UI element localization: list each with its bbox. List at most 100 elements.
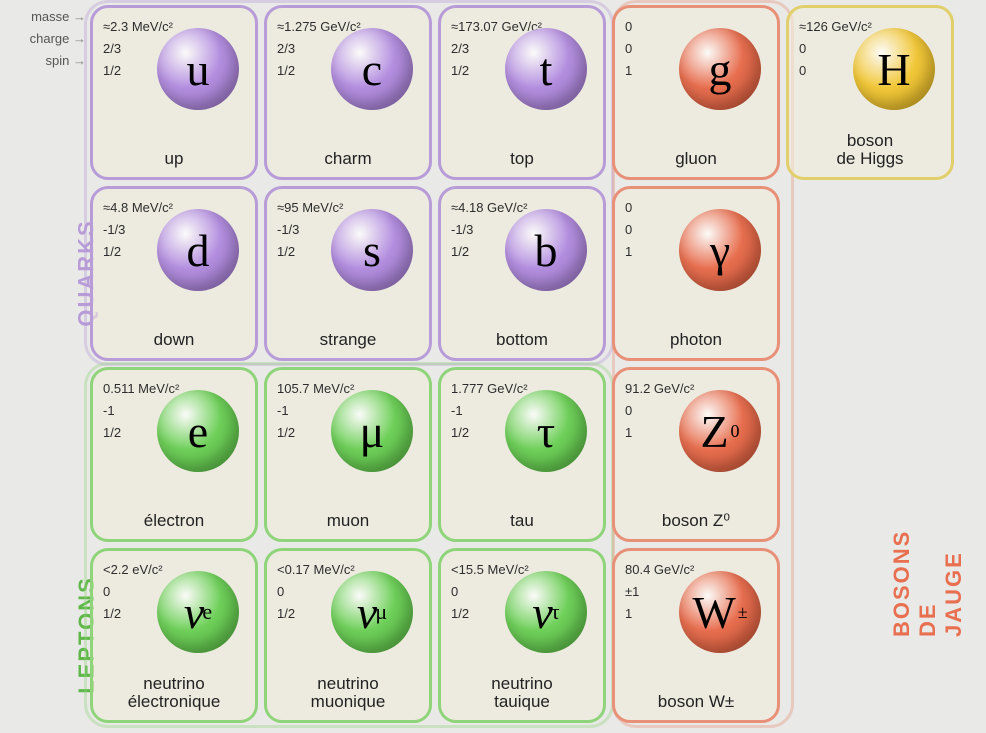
- mass-value: 80.4 GeV/c²: [625, 559, 694, 581]
- charge-value: 0: [625, 219, 632, 241]
- charge-value: 0: [625, 38, 632, 60]
- particle-cell-boson: ≈126 GeV/c²00Hbosonde Higgs: [786, 5, 954, 180]
- particle-cell-top: ≈173.07 GeV/c²2/31/2ttop: [438, 5, 606, 180]
- particle-cell-tau: 1.777 GeV/c²-11/2τtau: [438, 367, 606, 542]
- particle-symbol: c: [362, 43, 382, 96]
- mass-value: ≈4.8 MeV/c²: [103, 197, 173, 219]
- particle-symbol-sup: ±: [738, 602, 748, 623]
- mass-value: <15.5 MeV/c²: [451, 559, 529, 581]
- mass-value: 1.777 GeV/c²: [451, 378, 528, 400]
- particle-symbol-circle: s: [331, 209, 413, 291]
- particle-cell-boson W±: 80.4 GeV/c²±11W±boson W±: [612, 548, 780, 723]
- particle-name: down: [93, 331, 255, 350]
- particle-symbol: τ: [537, 405, 556, 458]
- particle-cell-muon: 105.7 MeV/c²-11/2μmuon: [264, 367, 432, 542]
- particle-symbol-sup: 0: [731, 421, 740, 442]
- particle-cell-gluon: 001ggluon: [612, 5, 780, 180]
- particle-symbol-circle: W±: [679, 571, 761, 653]
- legend-mass: masse: [0, 6, 86, 28]
- particle-symbol-circle: d: [157, 209, 239, 291]
- mass-value: 0: [625, 16, 632, 38]
- particle-symbol-circle: g: [679, 28, 761, 110]
- particle-cell-photon: 001γphoton: [612, 186, 780, 361]
- mass-value: 0: [625, 197, 632, 219]
- particle-cell-neutrino: <15.5 MeV/c²01/2ντneutrinotauique: [438, 548, 606, 723]
- particle-properties: 001: [625, 16, 632, 82]
- particle-cell-bottom: ≈4.18 GeV/c²-1/31/2bbottom: [438, 186, 606, 361]
- particle-cell-électron: 0.511 MeV/c²-11/2eélectron: [90, 367, 258, 542]
- particle-symbol-circle: γ: [679, 209, 761, 291]
- particle-symbol-circle: νμ: [331, 571, 413, 653]
- particle-symbol: μ: [360, 405, 385, 458]
- particle-symbol-circle: e: [157, 390, 239, 472]
- particle-symbol-circle: Z0: [679, 390, 761, 472]
- particle-name: boson Z⁰: [615, 512, 777, 531]
- particle-symbol: e: [188, 405, 208, 458]
- particle-symbol: ν: [184, 586, 204, 639]
- property-legend: masse charge spin: [0, 6, 86, 72]
- particle-symbol: s: [363, 224, 381, 277]
- particle-symbol: Z: [700, 405, 728, 458]
- particle-symbol-circle: ντ: [505, 571, 587, 653]
- particle-cell-boson Z⁰: 91.2 GeV/c²01Z0boson Z⁰: [612, 367, 780, 542]
- particle-symbol-circle: u: [157, 28, 239, 110]
- particle-cell-charm: ≈1.275 GeV/c²2/31/2ccharm: [264, 5, 432, 180]
- particle-symbol: d: [187, 224, 210, 277]
- particle-symbol-sub: τ: [551, 599, 560, 625]
- particle-name: boson W±: [615, 693, 777, 712]
- spin-value: 1: [625, 60, 632, 82]
- particle-name: neutrinoélectronique: [93, 675, 255, 712]
- mass-value: ≈4.18 GeV/c²: [451, 197, 528, 219]
- spin-value: 1: [625, 241, 632, 263]
- particle-cell-strange: ≈95 MeV/c²-1/31/2sstrange: [264, 186, 432, 361]
- particle-symbol-sub: e: [202, 599, 212, 625]
- particle-symbol-circle: νe: [157, 571, 239, 653]
- particle-name: électron: [93, 512, 255, 531]
- particle-symbol-circle: b: [505, 209, 587, 291]
- particle-name: muon: [267, 512, 429, 531]
- particle-symbol: ν: [357, 586, 377, 639]
- mass-value: 0.511 MeV/c²: [103, 378, 179, 400]
- particle-name: neutrinotauique: [441, 675, 603, 712]
- mass-value: 105.7 MeV/c²: [277, 378, 354, 400]
- particle-name: bosonde Higgs: [789, 132, 951, 169]
- spin-value: 1/2: [103, 603, 163, 625]
- particle-name: bottom: [441, 331, 603, 350]
- legend-charge: charge: [0, 28, 86, 50]
- mass-value: ≈95 MeV/c²: [277, 197, 343, 219]
- particle-symbol-circle: μ: [331, 390, 413, 472]
- particle-symbol-circle: c: [331, 28, 413, 110]
- particle-name: charm: [267, 150, 429, 169]
- mass-value: <2.2 eV/c²: [103, 559, 163, 581]
- particle-symbol-sub: μ: [375, 599, 387, 625]
- particle-name: strange: [267, 331, 429, 350]
- particle-symbol: ν: [532, 586, 552, 639]
- mass-value: 91.2 GeV/c²: [625, 378, 694, 400]
- particle-cell-down: ≈4.8 MeV/c²-1/31/2ddown: [90, 186, 258, 361]
- particle-properties: <2.2 eV/c²01/2: [103, 559, 163, 625]
- legend-spin: spin: [0, 50, 86, 72]
- particle-symbol: u: [187, 43, 210, 96]
- particle-symbol: b: [535, 224, 558, 277]
- charge-value: 0: [103, 581, 163, 603]
- particle-symbol: γ: [710, 224, 730, 277]
- particle-symbol-circle: τ: [505, 390, 587, 472]
- particle-name: up: [93, 150, 255, 169]
- particle-symbol-circle: t: [505, 28, 587, 110]
- particle-properties: 001: [625, 197, 632, 263]
- particle-cell-neutrino: <2.2 eV/c²01/2νeneutrinoélectronique: [90, 548, 258, 723]
- particle-symbol-circle: H: [853, 28, 935, 110]
- particle-cell-neutrino: <0.17 MeV/c²01/2νμneutrinomuonique: [264, 548, 432, 723]
- mass-value: ≈2.3 MeV/c²: [103, 16, 173, 38]
- particle-symbol: g: [709, 43, 732, 96]
- particle-grid: ≈2.3 MeV/c²2/31/2uup≈1.275 GeV/c²2/31/2c…: [90, 5, 954, 723]
- particle-name: top: [441, 150, 603, 169]
- particle-name: tau: [441, 512, 603, 531]
- particle-name: photon: [615, 331, 777, 350]
- particle-symbol: W: [692, 586, 735, 639]
- particle-cell-up: ≈2.3 MeV/c²2/31/2uup: [90, 5, 258, 180]
- particle-symbol: t: [540, 43, 553, 96]
- mass-value: ≈126 GeV/c²: [799, 16, 872, 38]
- mass-value: <0.17 MeV/c²: [277, 559, 355, 581]
- particle-name: gluon: [615, 150, 777, 169]
